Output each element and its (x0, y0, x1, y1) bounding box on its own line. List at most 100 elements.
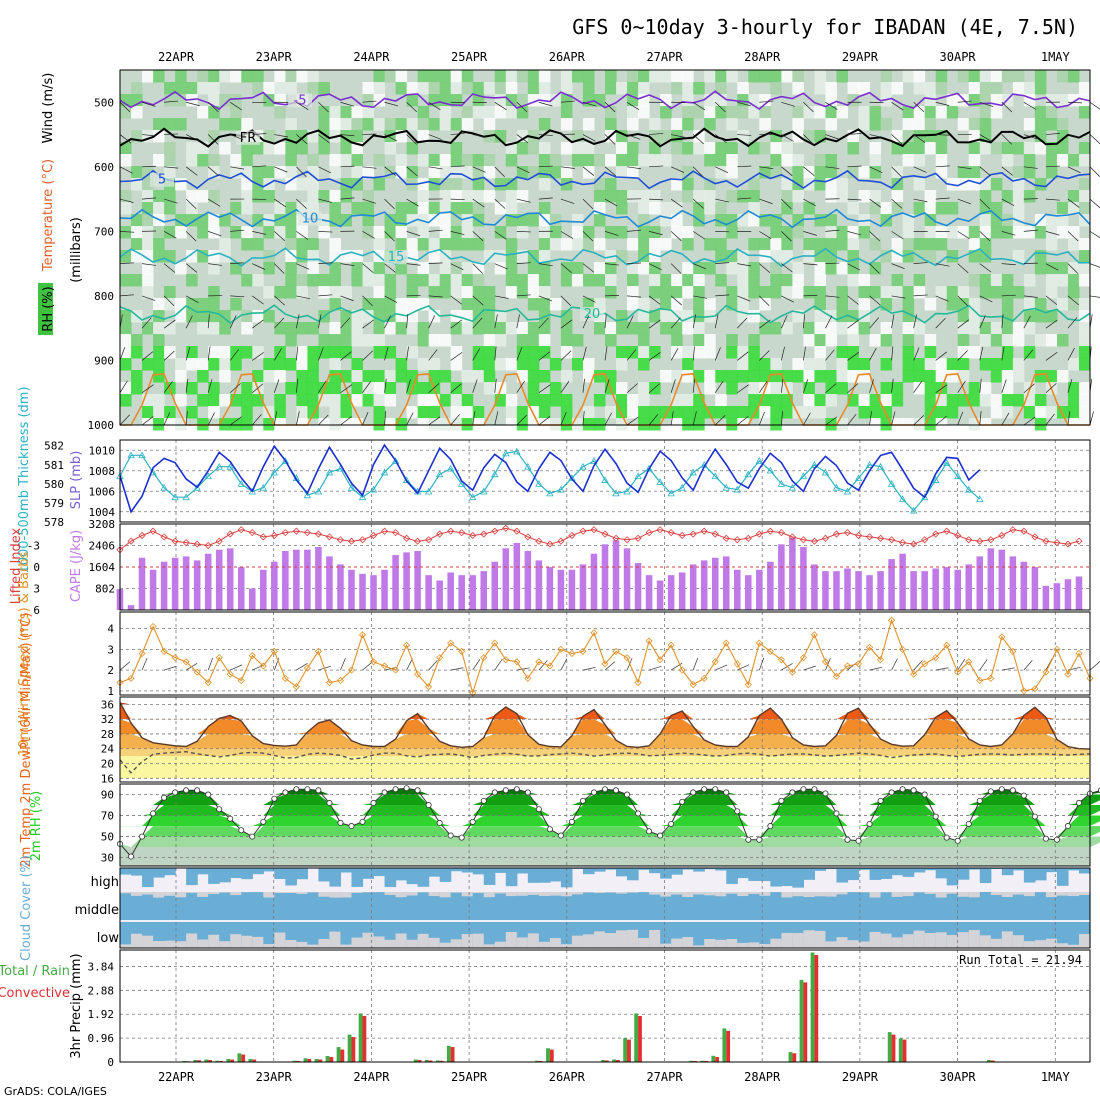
rh-cell (935, 286, 948, 299)
rh-cell (505, 274, 518, 287)
cape-bar (127, 605, 135, 610)
rh-cell (208, 106, 220, 119)
rh-cell (450, 346, 463, 359)
wind-speed-point (392, 666, 400, 674)
rh-cell (792, 166, 804, 179)
rh-cell (120, 334, 132, 347)
rh-cell (153, 298, 165, 311)
wind-barb (538, 351, 551, 361)
rh-cell (748, 394, 760, 407)
rh-cell (792, 106, 804, 119)
rh-cell (516, 214, 529, 227)
rh-cell (483, 334, 496, 347)
rh-cell (770, 322, 782, 335)
rh-cell (450, 154, 463, 167)
rh2m-point (1042, 835, 1049, 842)
rh-cell (770, 82, 782, 95)
cloud-middle-gap (814, 892, 827, 897)
rh-cell (505, 418, 518, 431)
rh-cell (946, 226, 959, 239)
rh-cell (417, 382, 430, 395)
wind-barb (670, 263, 682, 274)
credit-text: GrADS: COLA/IGES (4, 1085, 107, 1098)
rh-cell (285, 130, 297, 143)
cloud-middle-gap (891, 892, 904, 897)
rh-cell (880, 406, 893, 419)
rh-cell (505, 82, 518, 95)
rh-cell (362, 118, 375, 131)
rh-cell (472, 106, 485, 119)
precip-total-bar (435, 1060, 440, 1062)
wind-barb (472, 231, 484, 242)
cloud-middle-bar (704, 892, 716, 920)
cloud-middle-gap (516, 892, 529, 896)
wind-barb (1089, 166, 1100, 177)
temp2m-tick: 16 (101, 772, 114, 785)
rh-cell (241, 238, 253, 251)
wind-barb (869, 166, 883, 174)
total-rain-label: Total / Rain (0, 964, 70, 979)
cloud-low-gap (384, 939, 397, 948)
wind-barb (935, 197, 950, 200)
precip-convective-bar (902, 1039, 907, 1062)
cloud-low-bar (164, 922, 176, 948)
wind-barb (516, 414, 527, 426)
rh2m-point (613, 787, 620, 794)
cape-bar (403, 552, 410, 610)
thickness-point (435, 470, 444, 478)
rh-cell (880, 382, 893, 395)
li-point (821, 534, 830, 542)
rh-cell (329, 322, 341, 335)
li-point (899, 539, 907, 547)
rh-cell (616, 142, 628, 155)
wind-barb (582, 166, 595, 176)
wind-barb (560, 411, 567, 426)
rh-cell (472, 406, 485, 419)
rh-cell (571, 418, 584, 431)
rh-cell (957, 70, 970, 83)
wind-barb (185, 263, 198, 273)
cloud-low-bar (858, 922, 871, 948)
rh-cell (1001, 394, 1014, 407)
cloud-high-bar (263, 868, 275, 872)
rh-cell (538, 166, 551, 179)
wind-barb (340, 263, 355, 266)
wind-barb (560, 295, 572, 307)
rh-cell (649, 250, 661, 263)
rh-cell (616, 226, 628, 239)
rh-cell (450, 262, 463, 275)
cape-bar (1009, 556, 1017, 610)
wind-barb (318, 198, 333, 203)
wind-barb (803, 198, 816, 207)
wind-barb (494, 263, 508, 270)
rh-cell (142, 214, 154, 227)
precip-convective-bar (197, 1060, 201, 1062)
rh-cell (726, 406, 738, 419)
wind-speed-point (336, 676, 345, 685)
cloud-low-bar (770, 922, 782, 948)
wind-barb (450, 295, 463, 305)
rh-cell (538, 238, 551, 251)
rh-cell (825, 262, 837, 275)
run-total-label: Run Total = 21.94 (959, 953, 1082, 967)
cloud-high-bar (671, 868, 683, 875)
li-point (755, 530, 763, 538)
wind-barb (627, 229, 642, 232)
thickness-point (358, 493, 367, 501)
rh-cell (318, 106, 330, 119)
wind-barb (119, 380, 128, 393)
rh-cell (483, 250, 496, 263)
rh-cell (538, 334, 551, 347)
wind-barb (494, 166, 505, 177)
cloud-low-bar (671, 922, 683, 948)
cloud-low-gap (671, 938, 683, 948)
wind-speed-point (414, 670, 422, 678)
rh-cell (715, 166, 727, 179)
rh2m-tick: 30 (101, 852, 114, 865)
cloud-low-gap (803, 930, 816, 948)
rh-cell (439, 274, 452, 287)
rh-cell (362, 334, 375, 347)
wind-barb (428, 262, 443, 264)
wind-speed-point (524, 674, 532, 682)
rh-cell (990, 106, 1003, 119)
